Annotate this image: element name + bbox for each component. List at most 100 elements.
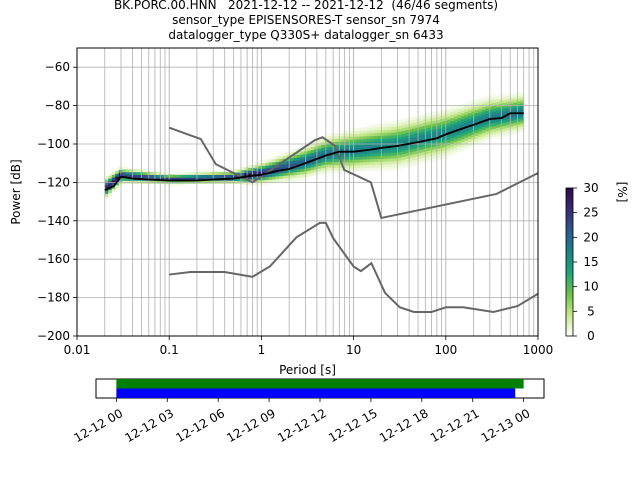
density-cell	[422, 114, 427, 118]
density-cell	[401, 119, 406, 123]
density-cell	[387, 123, 392, 127]
density-cell	[115, 176, 120, 180]
density-cell	[488, 100, 493, 104]
coverage-tick-label: 12-12 03	[122, 406, 176, 445]
density-cell	[516, 109, 521, 114]
density-cell	[178, 183, 182, 187]
density-cell	[411, 148, 416, 152]
density-cell	[446, 145, 451, 149]
density-cell	[192, 171, 196, 175]
x-tick-label: 1000	[523, 343, 554, 357]
density-cell	[418, 120, 423, 124]
density-cell	[398, 128, 402, 132]
density-cell	[240, 169, 245, 173]
density-cell	[317, 165, 322, 169]
density-cell	[516, 129, 521, 134]
density-cell	[104, 184, 109, 189]
density-cell	[157, 180, 161, 184]
density-cell	[345, 130, 350, 134]
colorbar-tick-label: 20	[583, 230, 598, 244]
y-tick-label: −160	[37, 252, 70, 266]
density-cell	[247, 167, 252, 171]
density-cell	[338, 141, 343, 145]
density-cell	[467, 101, 472, 105]
density-cell	[132, 171, 137, 176]
density-cell	[460, 104, 465, 108]
density-cell	[275, 161, 280, 165]
density-cell	[485, 133, 490, 138]
density-cell	[356, 168, 360, 172]
density-cell	[506, 130, 511, 134]
density-cell	[401, 156, 406, 160]
density-cell	[436, 151, 441, 155]
density-cell	[321, 153, 326, 157]
density-cell	[446, 139, 451, 143]
density-cell	[282, 166, 287, 171]
density-cell	[366, 130, 371, 134]
density-cell	[467, 144, 472, 148]
ppsd-density-layer	[104, 91, 525, 200]
density-cell	[293, 148, 298, 153]
density-cell	[488, 95, 493, 99]
density-cell	[387, 161, 392, 165]
density-cell	[391, 161, 395, 165]
density-cell	[380, 149, 385, 154]
density-cell	[408, 117, 413, 121]
density-cell	[261, 179, 266, 184]
density-cell	[418, 123, 423, 127]
density-cell	[464, 146, 469, 150]
density-cell	[453, 130, 458, 134]
density-cell	[443, 123, 448, 127]
density-cell	[206, 174, 210, 178]
coverage-bar-data	[116, 379, 524, 389]
density-cell	[352, 130, 357, 134]
density-cell	[418, 149, 423, 153]
density-cell	[328, 161, 332, 165]
density-cell	[506, 121, 511, 125]
density-cell	[153, 171, 158, 175]
density-cell	[492, 108, 497, 112]
density-cell	[391, 152, 395, 156]
density-cell	[335, 153, 339, 157]
density-cell	[279, 155, 284, 159]
density-cell	[502, 122, 507, 126]
density-cell	[446, 116, 451, 120]
density-cell	[506, 115, 511, 119]
density-cell	[418, 117, 423, 122]
density-cell	[185, 174, 189, 178]
density-cell	[111, 177, 116, 181]
density-cell	[157, 174, 161, 178]
density-cell	[398, 131, 402, 135]
density-cell	[398, 137, 402, 141]
density-cell	[516, 106, 521, 111]
density-cell	[349, 168, 353, 172]
density-cell	[516, 127, 521, 131]
density-cell	[478, 105, 483, 109]
density-cell	[349, 133, 353, 137]
density-cell	[335, 167, 339, 171]
density-cell	[457, 143, 462, 147]
density-cell	[359, 136, 364, 140]
density-cell	[254, 165, 259, 169]
density-cell	[460, 141, 465, 146]
coverage-bars	[116, 379, 524, 398]
density-cell	[356, 159, 360, 163]
density-cell	[422, 134, 427, 138]
density-cell	[492, 93, 497, 98]
density-cell	[436, 131, 441, 135]
density-cell	[411, 145, 416, 149]
density-cell	[401, 165, 406, 169]
density-cell	[115, 167, 120, 171]
density-cell	[450, 120, 455, 124]
density-cell	[492, 125, 497, 129]
density-cell	[474, 141, 479, 145]
density-cell	[122, 169, 126, 173]
density-cell	[282, 178, 287, 182]
density-cell	[359, 142, 364, 146]
density-cell	[391, 166, 395, 170]
density-cell	[171, 174, 175, 178]
density-cell	[108, 178, 113, 182]
density-cell	[310, 166, 315, 171]
density-cell	[289, 175, 294, 179]
density-cell	[331, 132, 336, 137]
